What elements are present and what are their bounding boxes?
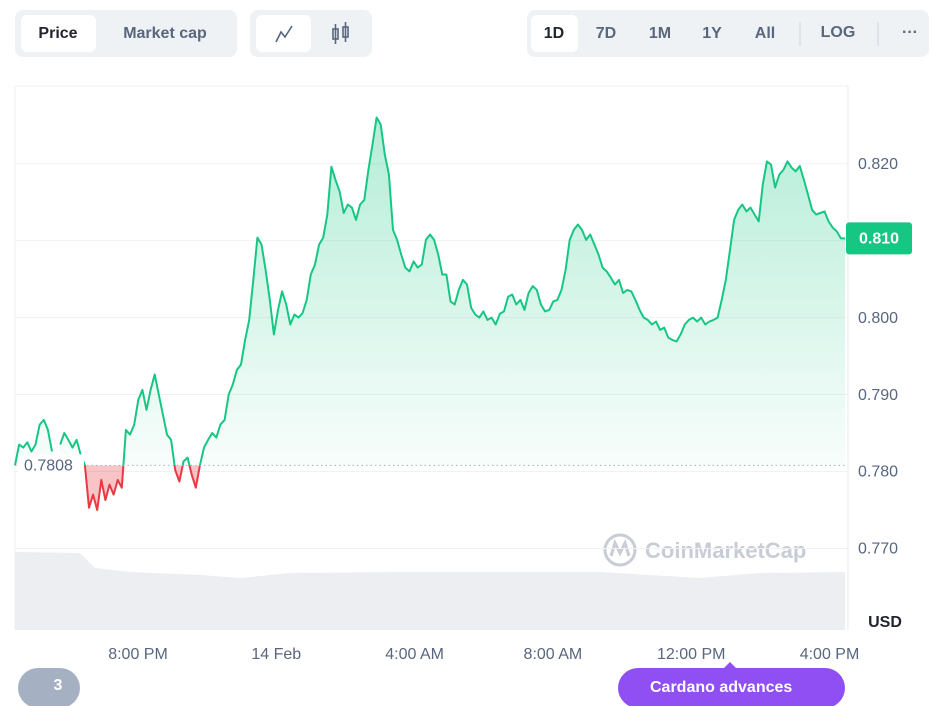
current-price-label: 0.810 (859, 231, 899, 248)
line-button[interactable] (256, 15, 311, 52)
y-tick-label: 0.790 (858, 387, 898, 404)
y-tick-label: 0.780 (858, 464, 898, 481)
x-tick-label: 14 Feb (251, 646, 301, 663)
range-button[interactable]: 1M (649, 25, 671, 42)
more-button[interactable]: ··· (902, 24, 918, 41)
y-axis-label: USD (868, 614, 902, 631)
x-tick-label: 4:00 AM (385, 646, 444, 663)
market-cap-button[interactable]: Market cap (123, 25, 207, 42)
range-button[interactable]: 1D (544, 25, 564, 42)
y-tick-label: 0.800 (858, 310, 898, 327)
news-pill[interactable] (618, 668, 845, 706)
line-icon (275, 25, 293, 43)
range-active (531, 15, 578, 52)
candle-button[interactable] (332, 22, 349, 44)
comment-count[interactable] (18, 668, 80, 706)
x-tick-label: 4:00 PM (800, 646, 860, 663)
price-button[interactable] (21, 15, 96, 52)
y-tick-label: 0.770 (858, 541, 898, 558)
reference-label-bg (18, 454, 84, 477)
range-button[interactable]: All (755, 25, 775, 42)
news-pointer (722, 662, 738, 670)
price-label: Price (38, 25, 77, 42)
volume-area (15, 552, 845, 630)
x-tick-label: 12:00 PM (657, 646, 725, 663)
range-button[interactable]: 7D (596, 25, 616, 42)
range-group (527, 10, 929, 57)
area (60, 117, 845, 510)
area (15, 419, 52, 466)
watermark-logo (603, 533, 637, 567)
comment-count-label: 3 (54, 677, 63, 694)
range-button[interactable]: 1Y (702, 25, 722, 42)
reference-label: 0.7808 (24, 458, 73, 475)
y-tick-label: 0.820 (858, 156, 898, 173)
price-line (14, 116, 845, 511)
current-price-badge (846, 222, 912, 255)
news-text: Cardano advances (650, 679, 792, 696)
watermark: CoinMarketCap (645, 538, 806, 563)
log-button[interactable]: LOG (821, 24, 856, 41)
watermark-logo (609, 538, 631, 557)
x-tick-label: 8:00 AM (524, 646, 583, 663)
x-tick-label: 8:00 PM (108, 646, 168, 663)
